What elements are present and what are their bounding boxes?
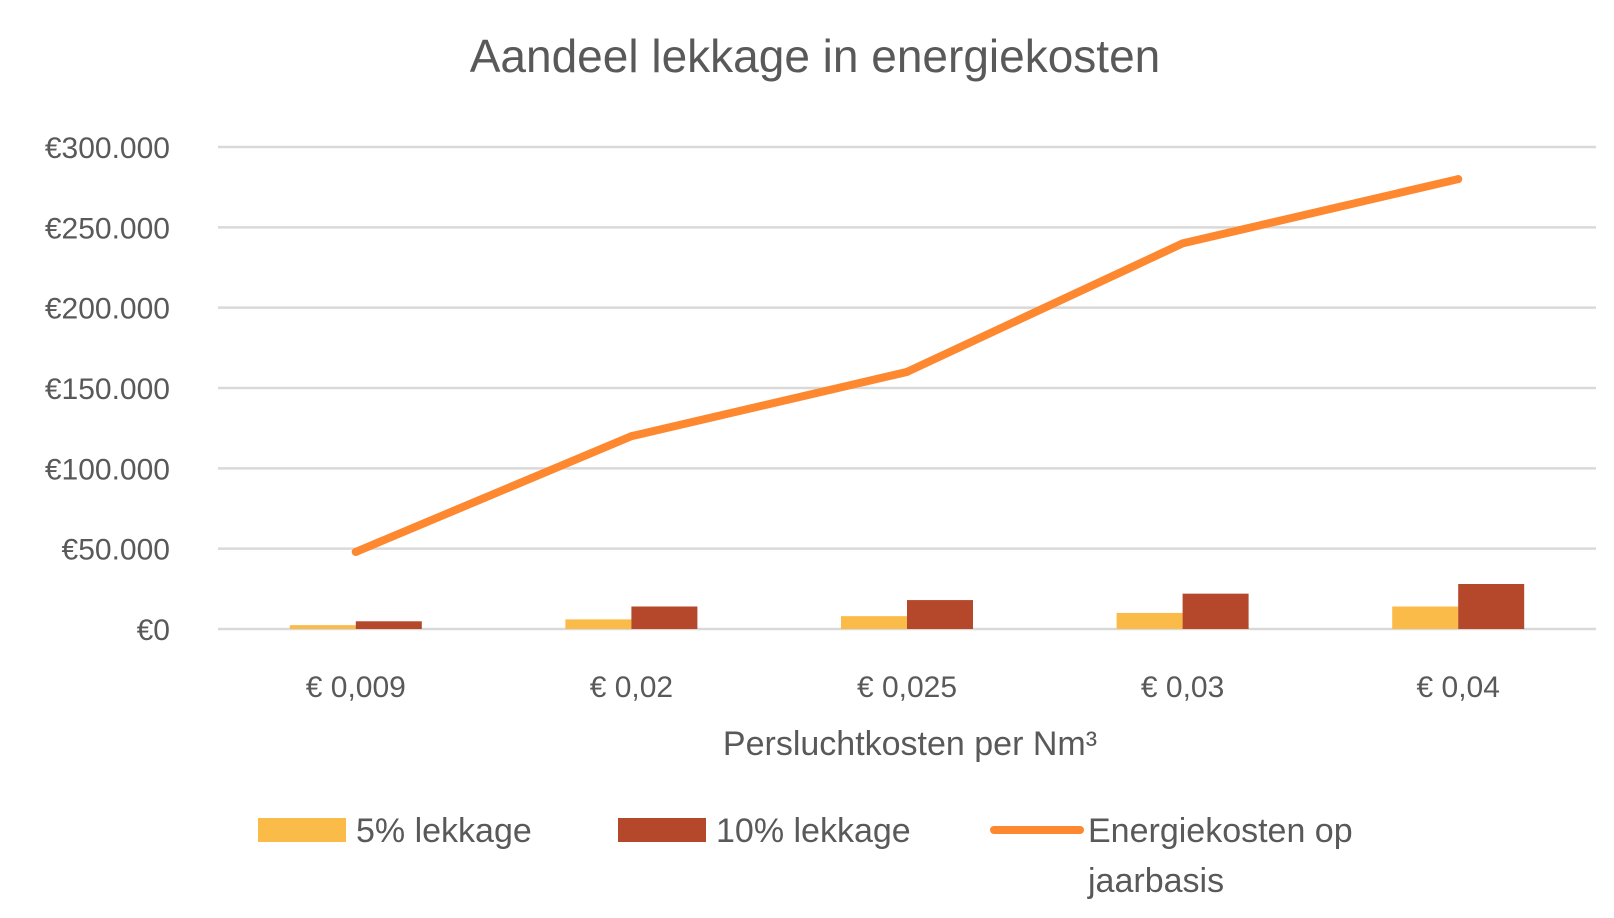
- bar-series1-0: [355, 621, 422, 629]
- x-axis-ticks: € 0,009 € 0,02 € 0,025 € 0,03 € 0,04: [306, 671, 1500, 704]
- legend-label-1: 10% lekkage: [716, 812, 911, 850]
- x-tick-label-0: € 0,009: [306, 671, 406, 704]
- bar-series1-3: [1182, 593, 1249, 629]
- y-tick-label-0: €0: [137, 614, 170, 647]
- legend-label-0: 5% lekkage: [356, 812, 532, 850]
- legend-label-2-line-0: Energiekosten op: [1088, 812, 1353, 850]
- line-point-0-4: [1454, 175, 1463, 184]
- y-axis-ticks: €0 €50.000 €100.000 €150.000 €200.000 €250.00…: [45, 132, 170, 647]
- gridlines: [218, 145, 1596, 631]
- y-tick-label-4: €200.000: [45, 293, 170, 326]
- legend-swatch-1: [618, 818, 706, 842]
- x-tick-label-2: € 0,025: [857, 671, 957, 704]
- legend-swatch-0: [258, 818, 346, 842]
- legend: 5% lekkage 10% lekkage Energiekosten op jaa…: [258, 812, 1353, 900]
- chart-title: Aandeel lekkage in energiekosten: [470, 30, 1161, 82]
- bar-series0-4: [1392, 606, 1459, 629]
- x-tick-label-1: € 0,02: [590, 671, 673, 704]
- bar-series0-3: [1116, 612, 1183, 629]
- x-tick-label-3: € 0,03: [1141, 671, 1224, 704]
- bar-series: [289, 584, 1525, 629]
- y-tick-label-2: €100.000: [45, 453, 170, 486]
- bar-series0-1: [565, 619, 632, 629]
- bar-series1-2: [907, 600, 973, 629]
- bar-series0-0: [289, 625, 356, 629]
- y-tick-label-6: €300.000: [45, 132, 170, 165]
- legend-label-2-line-1: jaarbasis: [1087, 862, 1224, 900]
- bar-series1-4: [1458, 584, 1525, 629]
- line-series-path-0: [351, 175, 1463, 556]
- y-tick-label-3: €150.000: [45, 373, 170, 406]
- line-point-0-0: [351, 547, 360, 556]
- x-tick-label-4: € 0,04: [1416, 671, 1499, 704]
- bar-series0-2: [841, 616, 907, 629]
- bar-series1-1: [631, 606, 698, 629]
- line-point-0-1: [627, 432, 636, 441]
- y-tick-label-1: €50.000: [62, 534, 170, 567]
- y-tick-label-5: €250.000: [45, 212, 170, 245]
- x-axis-title: Persluchtkosten per Nm³: [723, 725, 1097, 763]
- line-point-0-2: [903, 367, 911, 376]
- line-point-0-3: [1178, 239, 1187, 248]
- line-series: [351, 175, 1463, 556]
